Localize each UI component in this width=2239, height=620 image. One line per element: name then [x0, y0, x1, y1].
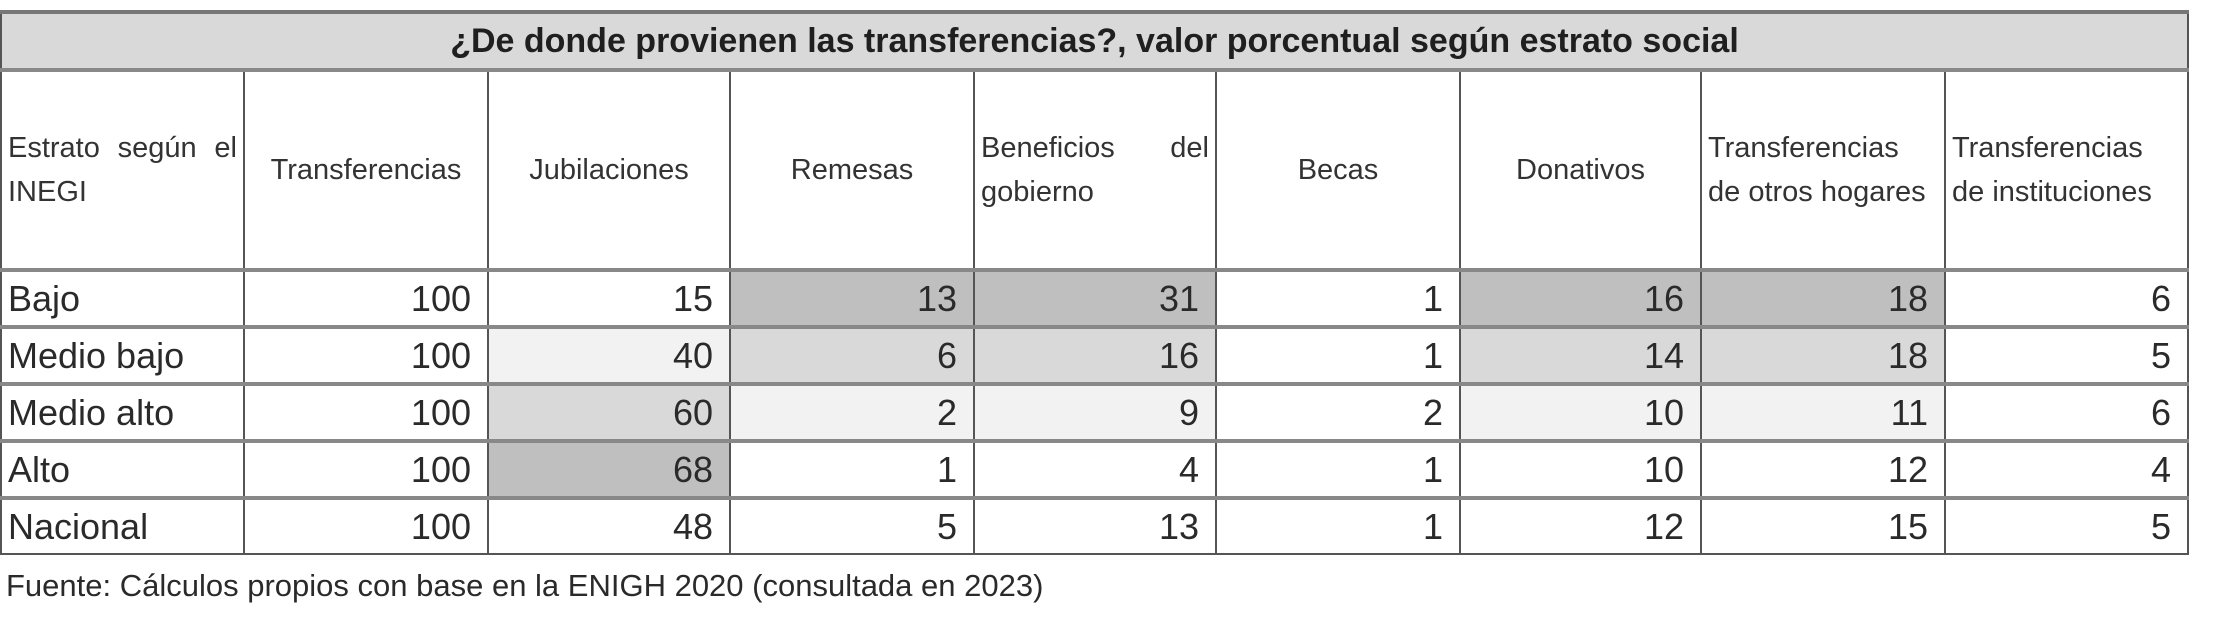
table-cell: 13 [973, 497, 1217, 555]
table-cell: 18 [1700, 326, 1946, 385]
column-header-estrato: Estrato según el INEGI [0, 69, 245, 271]
table-cell: 60 [487, 383, 731, 442]
table-cell: 100 [243, 497, 489, 555]
table-cell: 15 [1700, 497, 1946, 555]
table-cell: 1 [729, 440, 975, 499]
source-footnote: Fuente: Cálculos propios con base en la … [6, 568, 1044, 603]
table-cell: 15 [487, 269, 731, 328]
column-header-remesas: Remesas [729, 69, 975, 271]
table-cell: 6 [1944, 383, 2189, 442]
table-cell: 5 [1944, 497, 2189, 555]
table-cell: 1 [1215, 326, 1461, 385]
table-header-row: Estrato según el INEGI Transferencias Ju… [0, 69, 2189, 271]
table-row-medio-bajo: Medio bajo 100 40 6 16 1 14 18 5 [0, 326, 2189, 385]
table-cell: 2 [1215, 383, 1461, 442]
table-title: ¿De donde provienen las transferencias?,… [0, 10, 2189, 72]
table-cell: 13 [729, 269, 975, 328]
table-cell: 18 [1700, 269, 1946, 328]
row-label: Medio alto [0, 383, 245, 442]
table-cell: 68 [487, 440, 731, 499]
table-cell: 16 [1459, 269, 1702, 328]
table-cell: 100 [243, 440, 489, 499]
table-cell: 48 [487, 497, 731, 555]
table-cell: 1 [1215, 269, 1461, 328]
table-cell: 100 [243, 383, 489, 442]
table-cell: 16 [973, 326, 1217, 385]
table-cell: 10 [1459, 440, 1702, 499]
column-header-becas: Becas [1215, 69, 1461, 271]
column-header-transferencias: Transferencias [243, 69, 489, 271]
row-label: Medio bajo [0, 326, 245, 385]
table-cell: 100 [243, 269, 489, 328]
table-row-bajo: Bajo 100 15 13 31 1 16 18 6 [0, 269, 2189, 328]
table-cell: 1 [1215, 440, 1461, 499]
table-cell: 2 [729, 383, 975, 442]
table-cell: 11 [1700, 383, 1946, 442]
table-cell: 12 [1700, 440, 1946, 499]
table-row-alto: Alto 100 68 1 4 1 10 12 4 [0, 440, 2189, 499]
table-cell: 14 [1459, 326, 1702, 385]
table-cell: 1 [1215, 497, 1461, 555]
table-cell: 12 [1459, 497, 1702, 555]
transfer-sources-table: ¿De donde provienen las transferencias?,… [0, 10, 2189, 555]
table-cell: 31 [973, 269, 1217, 328]
table-cell: 6 [1944, 269, 2189, 328]
table-cell: 4 [1944, 440, 2189, 499]
column-header-donativos: Donativos [1459, 69, 1702, 271]
row-label: Nacional [0, 497, 245, 555]
transfer-sources-table-container: ¿De donde provienen las transferencias?,… [0, 10, 2189, 555]
column-header-transferencias-instituciones: Transferencias de instituciones [1944, 69, 2189, 271]
table-cell: 4 [973, 440, 1217, 499]
table-cell: 100 [243, 326, 489, 385]
table-title-row: ¿De donde provienen las transferencias?,… [0, 10, 2189, 72]
row-label: Bajo [0, 269, 245, 328]
table-cell: 10 [1459, 383, 1702, 442]
table-cell: 5 [1944, 326, 2189, 385]
row-label: Alto [0, 440, 245, 499]
table-row-nacional: Nacional 100 48 5 13 1 12 15 5 [0, 497, 2189, 555]
column-header-jubilaciones: Jubilaciones [487, 69, 731, 271]
table-cell: 5 [729, 497, 975, 555]
table-cell: 40 [487, 326, 731, 385]
column-header-beneficios-gobierno: Beneficios del gobierno [973, 69, 1217, 271]
table-cell: 9 [973, 383, 1217, 442]
column-header-transferencias-otros-hogares: Transferencias de otros hogares [1700, 69, 1946, 271]
table-row-medio-alto: Medio alto 100 60 2 9 2 10 11 6 [0, 383, 2189, 442]
table-cell: 6 [729, 326, 975, 385]
